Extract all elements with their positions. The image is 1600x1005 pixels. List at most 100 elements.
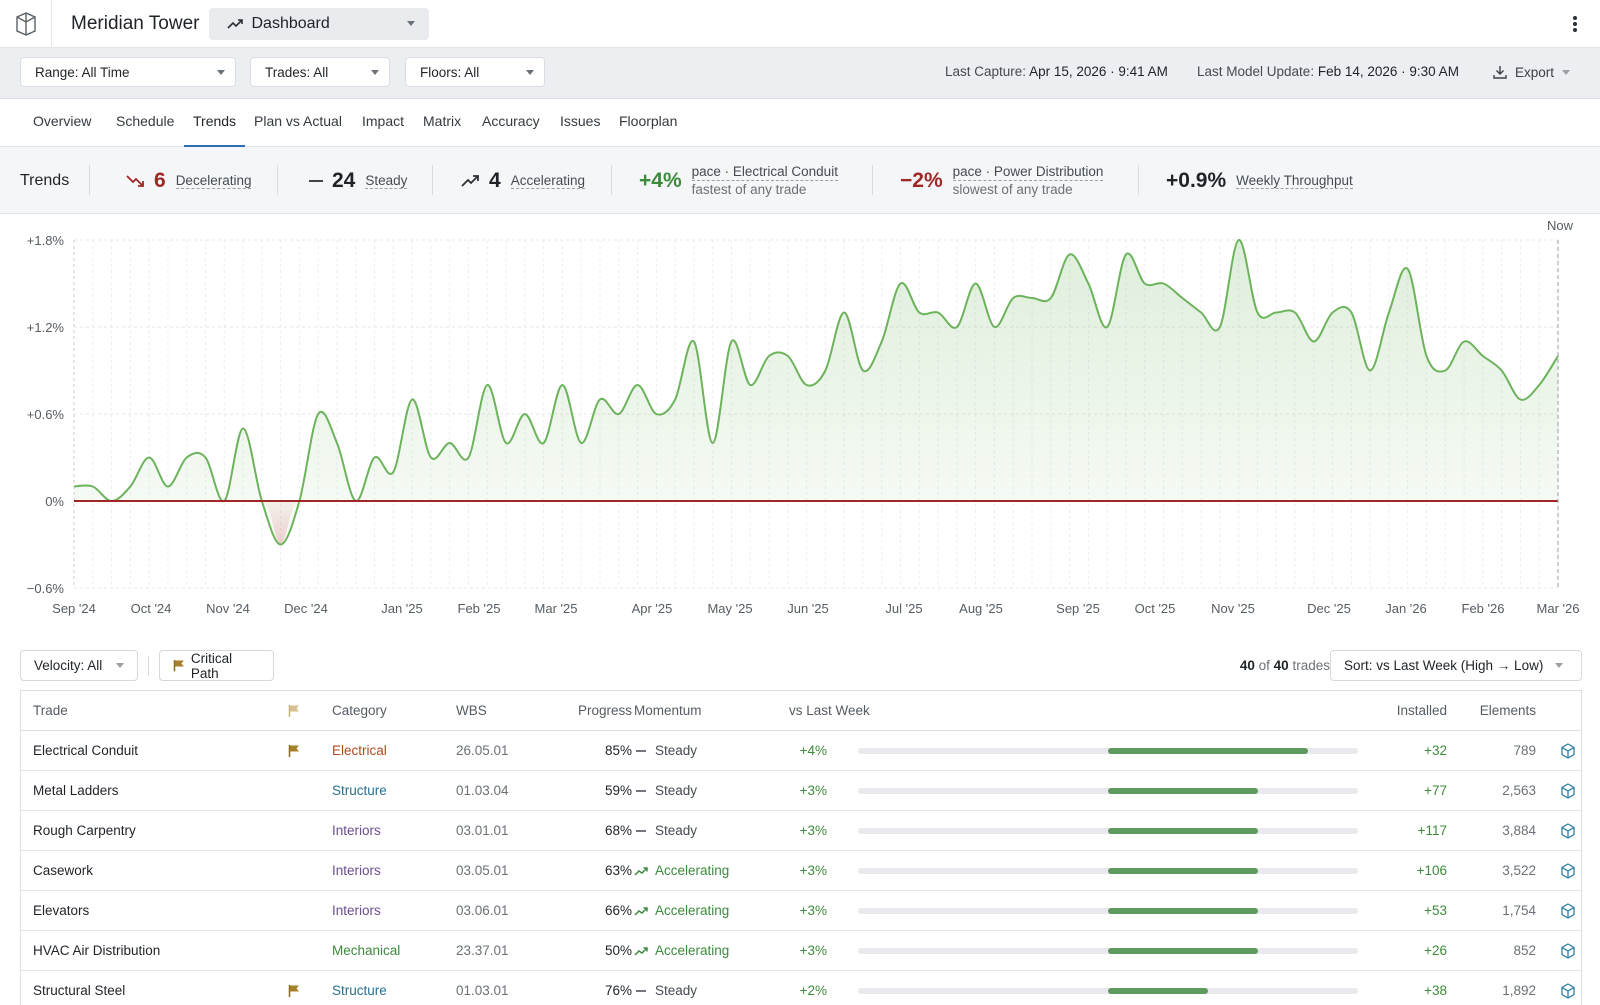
- export-button[interactable]: Export: [1493, 57, 1570, 87]
- trade-name: Elevators: [33, 903, 90, 918]
- momentum: Steady: [634, 731, 697, 771]
- header-vs-last-week[interactable]: vs Last Week: [789, 703, 870, 718]
- installed-value: +53: [1424, 903, 1447, 918]
- installed-value: +77: [1424, 783, 1447, 798]
- accelerating-stat[interactable]: 4 Accelerating: [461, 147, 585, 214]
- momentum: Steady: [634, 811, 697, 851]
- tab-matrix[interactable]: Matrix: [423, 113, 462, 129]
- installed-value: +38: [1424, 983, 1447, 998]
- category: Electrical: [332, 743, 387, 758]
- floors-filter[interactable]: Floors: All: [405, 57, 545, 87]
- tab-plan-vs-actual[interactable]: Plan vs Actual: [254, 113, 342, 129]
- table-row[interactable]: Rough Carpentry Interiors 03.01.01 68% Stead…: [21, 811, 1581, 851]
- y-tick-label: +1.8%: [27, 233, 65, 248]
- trades-table: Trade Category WBS Progress Momentum vs …: [20, 690, 1582, 1005]
- x-tick-label: Dec '24: [284, 601, 328, 616]
- header-installed[interactable]: Installed: [1396, 703, 1447, 718]
- tab-overview[interactable]: Overview: [33, 113, 92, 129]
- x-tick-label: Mar '25: [535, 601, 578, 616]
- decelerating-stat[interactable]: 6 Decelerating: [126, 147, 252, 214]
- critical-path-label: Critical Path: [190, 650, 233, 681]
- elements-value: 3,522: [1502, 863, 1536, 878]
- divider: [277, 165, 278, 195]
- last-capture-value: Apr 15, 2026 · 9:41 AM: [1029, 64, 1168, 79]
- x-tick-label: Nov '25: [1211, 601, 1255, 616]
- divider: [432, 165, 433, 195]
- now-label: Now: [1547, 218, 1574, 233]
- weekly-throughput-stat[interactable]: +0.9% Weekly Throughput: [1158, 147, 1353, 214]
- vs-last-week-bar-fill: [1108, 948, 1258, 954]
- header-progress[interactable]: Progress: [577, 703, 632, 718]
- more-options-icon[interactable]: [1572, 14, 1578, 34]
- table-row[interactable]: Electrical Conduit Electrical 26.05.01 85% S…: [21, 731, 1581, 771]
- x-tick-label: Sep '25: [1056, 601, 1100, 616]
- progress-value: 50%: [604, 943, 632, 958]
- trades-filter[interactable]: Trades: All: [250, 57, 390, 87]
- view-3d-model-icon[interactable]: [1559, 942, 1577, 960]
- trends-summary: Trends 6 Decelerating 24 Steady 4 Accele…: [0, 147, 1600, 214]
- steady-stat[interactable]: 24 Steady: [308, 147, 408, 214]
- tab-schedule[interactable]: Schedule: [116, 113, 175, 129]
- vs-last-week-value: +3%: [799, 783, 827, 798]
- table-row[interactable]: HVAC Air Distribution Mechanical 23.37.01 5…: [21, 931, 1581, 971]
- header-category[interactable]: Category: [332, 703, 387, 718]
- view-3d-model-icon[interactable]: [1559, 862, 1577, 880]
- elements-value: 2,563: [1502, 783, 1536, 798]
- table-controls: Velocity: All Critical Path 40 of 40 tra…: [0, 634, 1600, 690]
- header-trade[interactable]: Trade: [33, 703, 68, 718]
- fastest-pace-stat[interactable]: +4% pace · Electrical Conduit fastest of…: [631, 147, 838, 214]
- table-row[interactable]: Metal Ladders Structure 01.03.04 59% Steady +…: [21, 771, 1581, 811]
- vs-last-week-bar: [858, 948, 1358, 954]
- x-tick-label: Sep '24: [52, 601, 96, 616]
- table-row[interactable]: Structural Steel Structure 01.03.01 76% Stea…: [21, 971, 1581, 1005]
- vs-last-week-bar: [858, 868, 1358, 874]
- tab-trends[interactable]: Trends: [184, 99, 246, 147]
- x-tick-label: Mar '26: [1537, 601, 1580, 616]
- table-row[interactable]: Elevators Interiors 03.06.01 66% Acceleratin…: [21, 891, 1581, 931]
- x-tick-label: Jun '25: [787, 601, 829, 616]
- x-tick-label: Dec '25: [1307, 601, 1351, 616]
- tab-issues[interactable]: Issues: [560, 113, 601, 129]
- tab-accuracy[interactable]: Accuracy: [482, 113, 540, 129]
- category: Structure: [332, 783, 387, 798]
- critical-path-toggle[interactable]: Critical Path: [159, 650, 274, 681]
- trade-name: Casework: [33, 863, 94, 878]
- sort-select[interactable]: Sort: vs Last Week (High → Low): [1330, 650, 1582, 681]
- chevron-down-icon: [407, 21, 416, 26]
- velocity-filter[interactable]: Velocity: All: [20, 650, 138, 681]
- momentum: Accelerating: [634, 931, 729, 971]
- tab-floorplan[interactable]: Floorplan: [619, 113, 678, 129]
- view-3d-model-icon[interactable]: [1559, 822, 1577, 840]
- view-3d-model-icon[interactable]: [1559, 902, 1577, 920]
- tab-impact[interactable]: Impact: [362, 113, 405, 129]
- view-3d-model-icon[interactable]: [1559, 982, 1577, 1000]
- range-filter[interactable]: Range: All Time: [20, 57, 236, 87]
- range-filter-label: Range: All Time: [35, 64, 130, 80]
- progress-value: 59%: [604, 783, 632, 798]
- vs-last-week-value: +4%: [799, 743, 827, 758]
- table-row[interactable]: Casework Interiors 03.05.01 63% Accelerating…: [21, 851, 1581, 891]
- vs-last-week-bar: [858, 988, 1358, 994]
- header-wbs[interactable]: WBS: [456, 703, 487, 718]
- progress-value: 66%: [604, 903, 632, 918]
- momentum-label: Accelerating: [655, 943, 730, 958]
- chevron-down-icon: [371, 69, 379, 75]
- header-elements[interactable]: Elements: [1479, 703, 1536, 718]
- x-tick-label: Nov '24: [206, 601, 250, 616]
- divider: [1138, 165, 1139, 195]
- view-3d-model-icon[interactable]: [1559, 782, 1577, 800]
- installed-value: +26: [1424, 943, 1447, 958]
- header-momentum[interactable]: Momentum: [634, 703, 702, 718]
- last-model-update: Last Model Update: Feb 14, 2026 · 9:30 A…: [1197, 64, 1459, 79]
- slowest-pace-stat[interactable]: −2% pace · Power Distribution slowest of…: [892, 147, 1104, 214]
- trade-name: Rough Carpentry: [33, 823, 136, 838]
- app-logo-icon[interactable]: [0, 0, 52, 48]
- trade-count-unit: trades: [1292, 658, 1330, 673]
- chevron-down-icon: [217, 69, 225, 75]
- trade-name: Electrical Conduit: [33, 743, 139, 758]
- dashboard-select[interactable]: Dashboard: [209, 7, 430, 40]
- view-3d-model-icon[interactable]: [1559, 742, 1577, 760]
- vs-last-week-value: +3%: [799, 903, 827, 918]
- installed-value: +117: [1417, 823, 1447, 838]
- wbs-code: 23.37.01: [456, 943, 509, 958]
